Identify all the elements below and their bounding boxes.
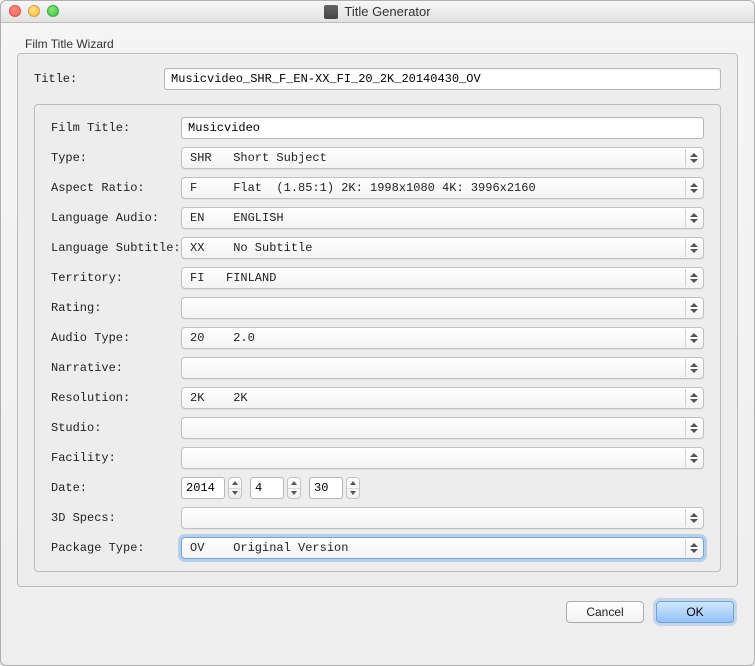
chevron-updown-icon <box>685 209 701 227</box>
month-stepper[interactable] <box>287 477 301 499</box>
label-film-title: Film Title: <box>51 121 181 135</box>
chevron-updown-icon <box>685 299 701 317</box>
chevron-updown-icon <box>685 449 701 467</box>
type-value: SHR Short Subject <box>190 151 327 165</box>
label-audio-type: Audio Type: <box>51 331 181 345</box>
label-type: Type: <box>51 151 181 165</box>
label-3d-specs: 3D Specs: <box>51 511 181 525</box>
label-studio: Studio: <box>51 421 181 435</box>
chevron-updown-icon <box>685 389 701 407</box>
aspect-ratio-value: F Flat (1.85:1) 2K: 1998x1080 4K: 3996x2… <box>190 181 536 195</box>
year-input[interactable] <box>181 477 225 499</box>
content: Film Title Wizard Title: Film Title: Typ… <box>1 23 754 637</box>
day-spinner[interactable] <box>309 477 360 499</box>
threed-specs-select[interactable] <box>181 507 704 529</box>
year-spinner[interactable] <box>181 477 242 499</box>
details-panel: Film Title: Type: SHR Short Subject <box>34 104 721 572</box>
cancel-label: Cancel <box>586 605 623 619</box>
day-stepper[interactable] <box>346 477 360 499</box>
aspect-ratio-select[interactable]: F Flat (1.85:1) 2K: 1998x1080 4K: 3996x2… <box>181 177 704 199</box>
audio-type-value: 20 2.0 <box>190 331 255 345</box>
language-subtitle-value: XX No Subtitle <box>190 241 312 255</box>
label-rating: Rating: <box>51 301 181 315</box>
title-input[interactable] <box>164 68 721 90</box>
label-resolution: Resolution: <box>51 391 181 405</box>
package-type-value: OV Original Version <box>190 541 348 555</box>
language-subtitle-select[interactable]: XX No Subtitle <box>181 237 704 259</box>
type-select[interactable]: SHR Short Subject <box>181 147 704 169</box>
audio-type-select[interactable]: 20 2.0 <box>181 327 704 349</box>
label-territory: Territory: <box>51 271 181 285</box>
resolution-select[interactable]: 2K 2K <box>181 387 704 409</box>
ok-button[interactable]: OK <box>656 601 734 623</box>
chevron-updown-icon <box>685 359 701 377</box>
label-facility: Facility: <box>51 451 181 465</box>
territory-value: FI FINLAND <box>190 271 276 285</box>
label-date: Date: <box>51 481 181 495</box>
label-title: Title: <box>34 72 164 86</box>
chevron-updown-icon <box>685 239 701 257</box>
label-package-type: Package Type: <box>51 541 181 555</box>
window-title: Title Generator <box>324 4 430 19</box>
studio-select[interactable] <box>181 417 704 439</box>
language-audio-select[interactable]: EN ENGLISH <box>181 207 704 229</box>
package-type-select[interactable]: OV Original Version <box>181 537 704 559</box>
label-language-audio: Language Audio: <box>51 211 181 225</box>
chevron-updown-icon <box>685 509 701 527</box>
close-icon[interactable] <box>9 5 21 17</box>
day-input[interactable] <box>309 477 343 499</box>
label-narrative: Narrative: <box>51 361 181 375</box>
window: Title Generator Film Title Wizard Title:… <box>0 0 755 666</box>
zoom-icon[interactable] <box>47 5 59 17</box>
month-spinner[interactable] <box>250 477 301 499</box>
chevron-updown-icon <box>685 269 701 287</box>
chevron-updown-icon <box>685 179 701 197</box>
chevron-updown-icon <box>685 329 701 347</box>
chevron-updown-icon <box>685 539 701 557</box>
chevron-updown-icon <box>685 149 701 167</box>
ok-label: OK <box>686 605 703 619</box>
cancel-button[interactable]: Cancel <box>566 601 644 623</box>
window-title-text: Title Generator <box>344 4 430 19</box>
resolution-value: 2K 2K <box>190 391 248 405</box>
app-icon <box>324 5 338 19</box>
language-audio-value: EN ENGLISH <box>190 211 284 225</box>
row-title: Title: <box>34 68 721 90</box>
film-title-input[interactable] <box>181 117 704 139</box>
group-label: Film Title Wizard <box>25 37 738 51</box>
titlebar: Title Generator <box>1 1 754 23</box>
year-stepper[interactable] <box>228 477 242 499</box>
facility-select[interactable] <box>181 447 704 469</box>
month-input[interactable] <box>250 477 284 499</box>
window-controls <box>9 5 59 17</box>
dialog-buttons: Cancel OK <box>17 601 738 623</box>
rating-select[interactable] <box>181 297 704 319</box>
label-language-subtitle: Language Subtitle: <box>51 241 181 255</box>
territory-select[interactable]: FI FINLAND <box>181 267 704 289</box>
label-aspect-ratio: Aspect Ratio: <box>51 181 181 195</box>
narrative-select[interactable] <box>181 357 704 379</box>
film-title-wizard-group: Title: Film Title: Type: SHR Sho <box>17 53 738 587</box>
date-spinners <box>181 477 360 499</box>
chevron-updown-icon <box>685 419 701 437</box>
minimize-icon[interactable] <box>28 5 40 17</box>
